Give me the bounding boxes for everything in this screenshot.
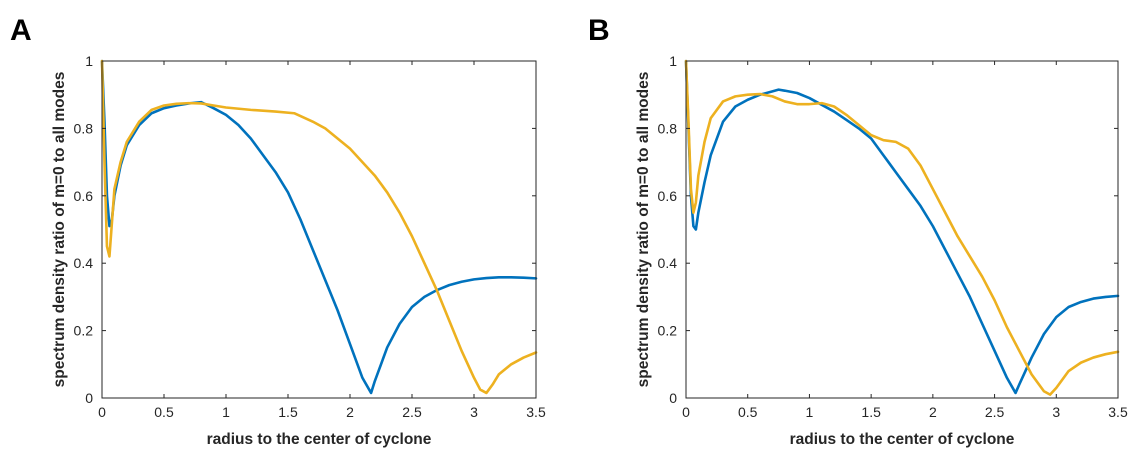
- x-tick-label: 1: [222, 404, 230, 420]
- x-tick-label: 1.5: [278, 404, 298, 420]
- series-line-blue: [684, 59, 1120, 395]
- plot-area: [686, 61, 1118, 398]
- x-tick-label: 2: [929, 404, 937, 420]
- axes-frame: [685, 60, 1119, 399]
- x-tick-label: 0.5: [154, 404, 174, 420]
- y-axis-label: spectrum density ratio of m=0 to all mod…: [635, 72, 652, 388]
- y-tick-label: 0.8: [74, 120, 94, 136]
- chart-panel-a: 0 0.5 1 1.5 2 2.5 3 3.5 0 0.2 0.4 0.6 0.8 1 radius to …: [51, 53, 546, 448]
- x-tick-label: 2: [346, 404, 354, 420]
- x-tick-label: 3.5: [526, 404, 546, 420]
- y-tick-label: 1: [669, 53, 677, 69]
- x-axis-label: radius to the center of cyclone: [790, 431, 1015, 448]
- x-tick-label: 3: [470, 404, 478, 420]
- x-tick-label: 1.5: [861, 404, 881, 420]
- x-tick-label: 3.5: [1108, 404, 1128, 420]
- y-axis-label: spectrum density ratio of m=0 to all mod…: [51, 72, 68, 388]
- series-line-orange: [100, 59, 538, 395]
- panel-letter-b: B: [588, 14, 610, 47]
- plot-area: [102, 61, 536, 398]
- y-tick-label: 0: [669, 390, 677, 406]
- x-tick-label: 0.5: [738, 404, 758, 420]
- y-tick-label: 0.4: [658, 255, 678, 271]
- y-tick-label: 0.6: [74, 188, 94, 204]
- y-tick-label: 1: [85, 53, 93, 69]
- x-tick-label: 2.5: [985, 404, 1005, 420]
- x-tick-label: 3: [1052, 404, 1060, 420]
- y-tick-label: 0: [85, 390, 93, 406]
- y-tick-label: 0.2: [658, 323, 678, 339]
- x-tick-label: 0: [682, 404, 690, 420]
- x-tick-label: 0: [98, 404, 106, 420]
- x-tick-label: 1: [806, 404, 814, 420]
- chart-panel-b: 0 0.5 1 1.5 2 2.5 3 3.5 0 0.2 0.4 0.6 0.8 1 radius to …: [635, 53, 1128, 448]
- y-tick-label: 0.2: [74, 323, 94, 339]
- y-tick-label: 0.4: [74, 255, 94, 271]
- y-tick-label: 0.8: [658, 120, 678, 136]
- series-line-orange: [684, 59, 1120, 396]
- y-tick-label: 0.6: [658, 188, 678, 204]
- x-axis-label: radius to the center of cyclone: [207, 431, 432, 448]
- axes-frame: [101, 60, 537, 399]
- panel-letter-a: A: [10, 14, 32, 47]
- x-tick-label: 2.5: [402, 404, 422, 420]
